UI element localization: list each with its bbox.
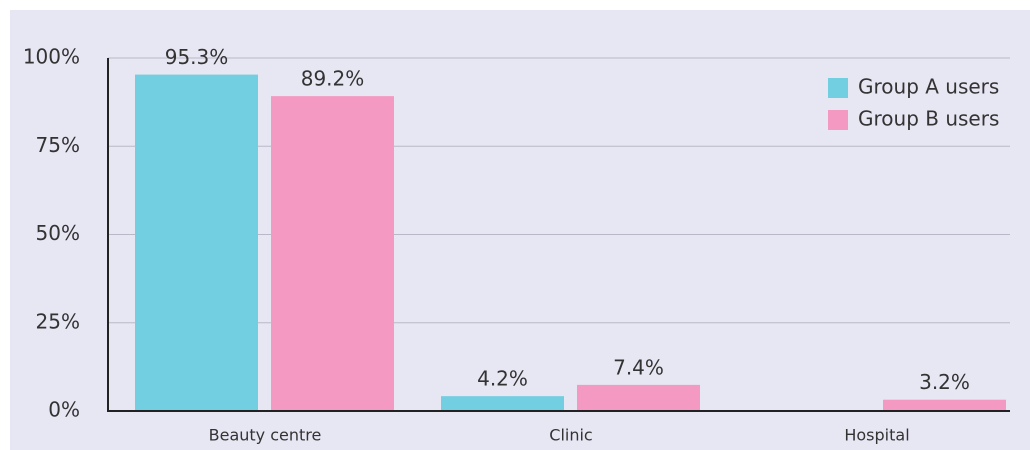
bar (271, 96, 394, 412)
x-tick-label: Hospital (844, 426, 909, 445)
x-tick-label: Beauty centre (209, 426, 322, 445)
y-tick-label: 50% (36, 221, 80, 245)
legend-label: Group A users (858, 75, 999, 99)
y-tick-label: 100% (23, 45, 80, 69)
y-tick-label: 75% (36, 133, 80, 157)
y-tick-label: 0% (48, 398, 80, 422)
bar (441, 396, 564, 411)
data-label: 4.2% (477, 367, 528, 391)
x-tick-label: Clinic (549, 426, 592, 445)
legend-swatch (828, 78, 848, 98)
data-label: 89.2% (301, 67, 365, 91)
data-label: 3.2% (919, 370, 970, 394)
legend-swatch (828, 110, 848, 130)
data-label: 95.3% (165, 45, 229, 69)
legend-label: Group B users (858, 107, 999, 131)
bar (577, 384, 700, 411)
bar (883, 399, 1006, 411)
bar (135, 74, 258, 411)
data-label: 7.4% (613, 355, 664, 379)
y-tick-label: 25% (36, 309, 80, 333)
